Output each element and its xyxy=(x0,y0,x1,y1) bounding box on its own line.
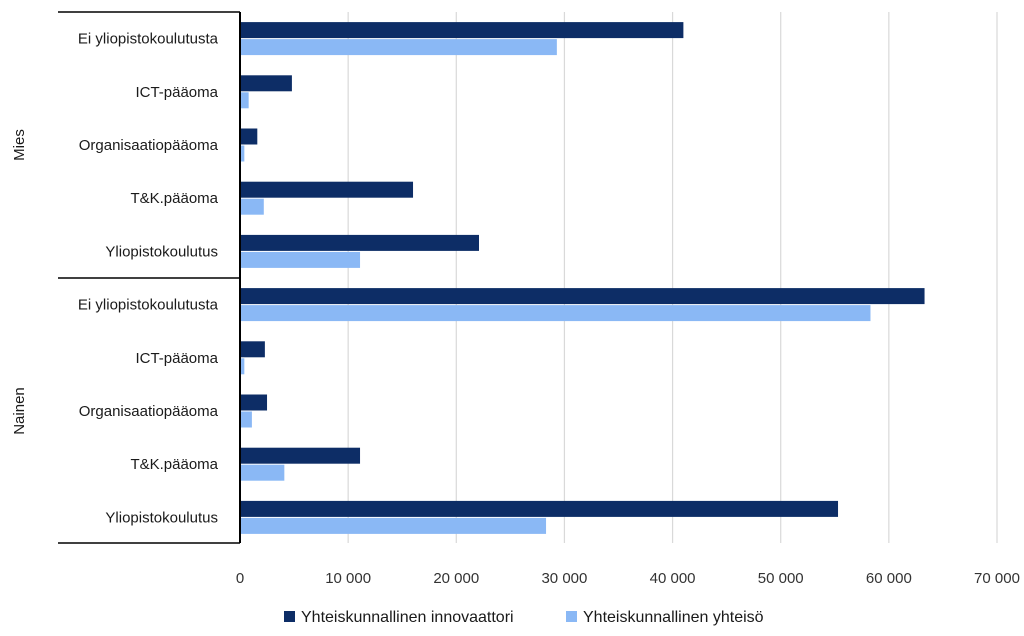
x-tick-label: 70 000 xyxy=(974,570,1020,587)
category-label: Yliopistokoulutus xyxy=(105,243,218,260)
x-tick-label: 30 000 xyxy=(541,570,587,587)
bar-nainen-t-k-paaoma-innovaattori xyxy=(240,447,361,464)
category-label: Ei yliopistokoulutusta xyxy=(78,297,219,314)
category-label: T&K.pääoma xyxy=(130,190,218,207)
x-tick-label: 60 000 xyxy=(866,570,912,587)
bar-nainen-organisaatiopaaoma-yhteiso xyxy=(240,411,252,428)
legend: Yhteiskunnallinen innovaattori Yhteiskunn… xyxy=(284,609,764,626)
bar-mies-organisaatiopaaoma-yhteiso xyxy=(240,145,245,162)
category-labels: Ei yliopistokoulutusta ICT-pääoma Organisa… xyxy=(78,31,219,527)
category-label: Yliopistokoulutus xyxy=(105,509,218,526)
category-label: ICT-pääoma xyxy=(135,84,218,101)
x-tick-label: 50 000 xyxy=(758,570,804,587)
group-label-mies: Mies xyxy=(11,129,28,161)
bar-mies-t-k-paaoma-innovaattori xyxy=(240,181,414,198)
bar-mies-yliopistokoulutus-yhteiso xyxy=(240,251,361,268)
bar-mies-ei-yliopistokoulutusta-innovaattori xyxy=(240,22,684,39)
legend-swatch-innovaattori xyxy=(284,611,295,622)
bar-nainen-organisaatiopaaoma-innovaattori xyxy=(240,394,268,411)
gridlines xyxy=(347,12,998,543)
axes xyxy=(58,11,241,544)
group-labels: Mies Nainen xyxy=(11,129,28,435)
bar-nainen-ict-paaoma-yhteiso xyxy=(240,358,245,375)
x-tick-label: 20 000 xyxy=(433,570,479,587)
group-label-nainen: Nainen xyxy=(11,387,28,435)
bar-mies-ict-paaoma-yhteiso xyxy=(240,92,249,109)
bar-nainen-yliopistokoulutus-innovaattori xyxy=(240,500,839,517)
bar-nainen-yliopistokoulutus-yhteiso xyxy=(240,517,547,534)
bar-mies-ict-paaoma-innovaattori xyxy=(240,75,292,92)
bar-nainen-ei-yliopistokoulutusta-yhteiso xyxy=(240,305,871,322)
x-tick-label: 10 000 xyxy=(325,570,371,587)
x-tick-label: 0 xyxy=(236,570,244,587)
legend-swatch-yhteiso xyxy=(566,611,577,622)
x-tick-label: 40 000 xyxy=(650,570,696,587)
bar-mies-t-k-paaoma-yhteiso xyxy=(240,198,264,215)
category-label: Ei yliopistokoulutusta xyxy=(78,31,219,48)
bar-nainen-ei-yliopistokoulutusta-innovaattori xyxy=(240,288,925,305)
bar-mies-organisaatiopaaoma-innovaattori xyxy=(240,128,258,145)
bars xyxy=(240,22,925,534)
legend-label-yhteiso: Yhteiskunnallinen yhteisö xyxy=(583,609,764,626)
bar-mies-yliopistokoulutus-innovaattori xyxy=(240,234,479,251)
category-label: T&K.pääoma xyxy=(130,456,218,473)
category-label: Organisaatiopääoma xyxy=(79,403,219,420)
bar-nainen-ict-paaoma-innovaattori xyxy=(240,341,265,358)
x-tick-labels: 0 10 000 20 000 30 000 40 000 50 000 60 000 70 … xyxy=(236,570,1020,587)
category-label: Organisaatiopääoma xyxy=(79,137,219,154)
legend-label-innovaattori: Yhteiskunnallinen innovaattori xyxy=(301,609,514,626)
bar-mies-ei-yliopistokoulutusta-yhteiso xyxy=(240,39,557,56)
category-label: ICT-pääoma xyxy=(135,350,218,367)
bar-nainen-t-k-paaoma-yhteiso xyxy=(240,464,285,481)
